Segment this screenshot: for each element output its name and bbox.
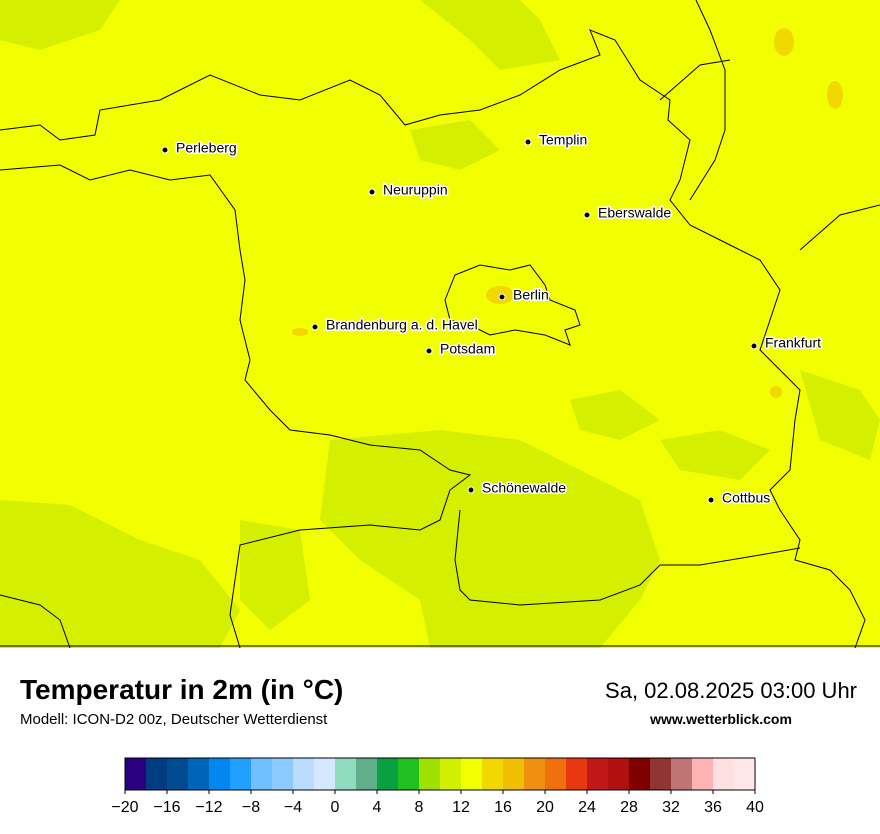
colorbar-segment	[125, 758, 147, 790]
colorbar-segment	[440, 758, 462, 790]
tick-label: 0	[331, 799, 340, 816]
colorbar-segment	[587, 758, 609, 790]
colorbar-segment	[146, 758, 168, 790]
colorbar-segment	[167, 758, 189, 790]
colorbar-segment	[566, 758, 588, 790]
model-info: Modell: ICON-D2 00z, Deutscher Wetterdie…	[20, 711, 328, 728]
colorbar-segment	[314, 758, 336, 790]
city-label: Potsdam	[440, 341, 495, 357]
colorbar-segment	[356, 758, 378, 790]
colorbar-segment	[398, 758, 420, 790]
tick-label: −12	[195, 799, 222, 816]
tick-label: 8	[415, 799, 424, 816]
tick-label: 24	[578, 799, 596, 816]
colorbar-segment	[230, 758, 252, 790]
colorbar-segment	[419, 758, 441, 790]
city-label: Neuruppin	[383, 182, 448, 198]
datetime: Sa, 02.08.2025 03:00 Uhr	[605, 678, 857, 703]
tick-label: 4	[373, 799, 382, 816]
colorbar-segment	[629, 758, 651, 790]
city-label: Templin	[539, 132, 587, 148]
tick-label: 36	[704, 799, 722, 816]
tick-label: −20	[111, 799, 138, 816]
tick-label: 32	[662, 799, 680, 816]
colorbar-segment	[713, 758, 735, 790]
colorbar-segment	[692, 758, 714, 790]
colorbar-segment	[188, 758, 210, 790]
tick-label: −8	[242, 799, 260, 816]
colorbar-segment	[482, 758, 504, 790]
title: Temperatur in 2m (in °C)	[20, 674, 343, 705]
tick-label: 28	[620, 799, 638, 816]
cooler-areas	[0, 0, 880, 648]
colorbar-segment	[503, 758, 525, 790]
city-label: Perleberg	[176, 140, 237, 156]
city-label: Schönewalde	[482, 480, 566, 496]
city-markers	[161, 138, 758, 504]
colorbar-segment	[734, 758, 756, 790]
colorbar-segment	[272, 758, 294, 790]
city-label: Berlin	[513, 287, 549, 303]
colorbar-segment	[293, 758, 315, 790]
city-label: Cottbus	[722, 490, 770, 506]
colorbar-segment	[335, 758, 357, 790]
colorbar-frame	[124, 757, 756, 791]
city-label: Eberswalde	[598, 205, 671, 221]
colorbar-segment	[461, 758, 483, 790]
colorbar-segment	[608, 758, 630, 790]
colorbar: −20 −16 −12 −8 −4 0 4 8 12 16 20 24 28 32 36 40	[111, 757, 764, 816]
colorbar-segment	[251, 758, 273, 790]
tick-label: 40	[746, 799, 764, 816]
colorbar-segment	[545, 758, 567, 790]
city-label: Frankfurt	[765, 335, 821, 351]
colorbar-segment	[650, 758, 672, 790]
website: www.wetterblick.com	[649, 711, 792, 727]
tick-label: 12	[452, 799, 470, 816]
colorbar-segment	[209, 758, 231, 790]
colorbar-segment	[377, 758, 399, 790]
boundaries	[0, 0, 880, 649]
colorbar-segment	[671, 758, 693, 790]
tick-label: −16	[153, 799, 180, 816]
tick-label: 16	[494, 799, 512, 816]
colorbar-segment	[524, 758, 546, 790]
tick-label: 20	[536, 799, 554, 816]
city-label: Brandenburg a. d. Havel	[326, 317, 478, 333]
tick-label: −4	[284, 799, 302, 816]
